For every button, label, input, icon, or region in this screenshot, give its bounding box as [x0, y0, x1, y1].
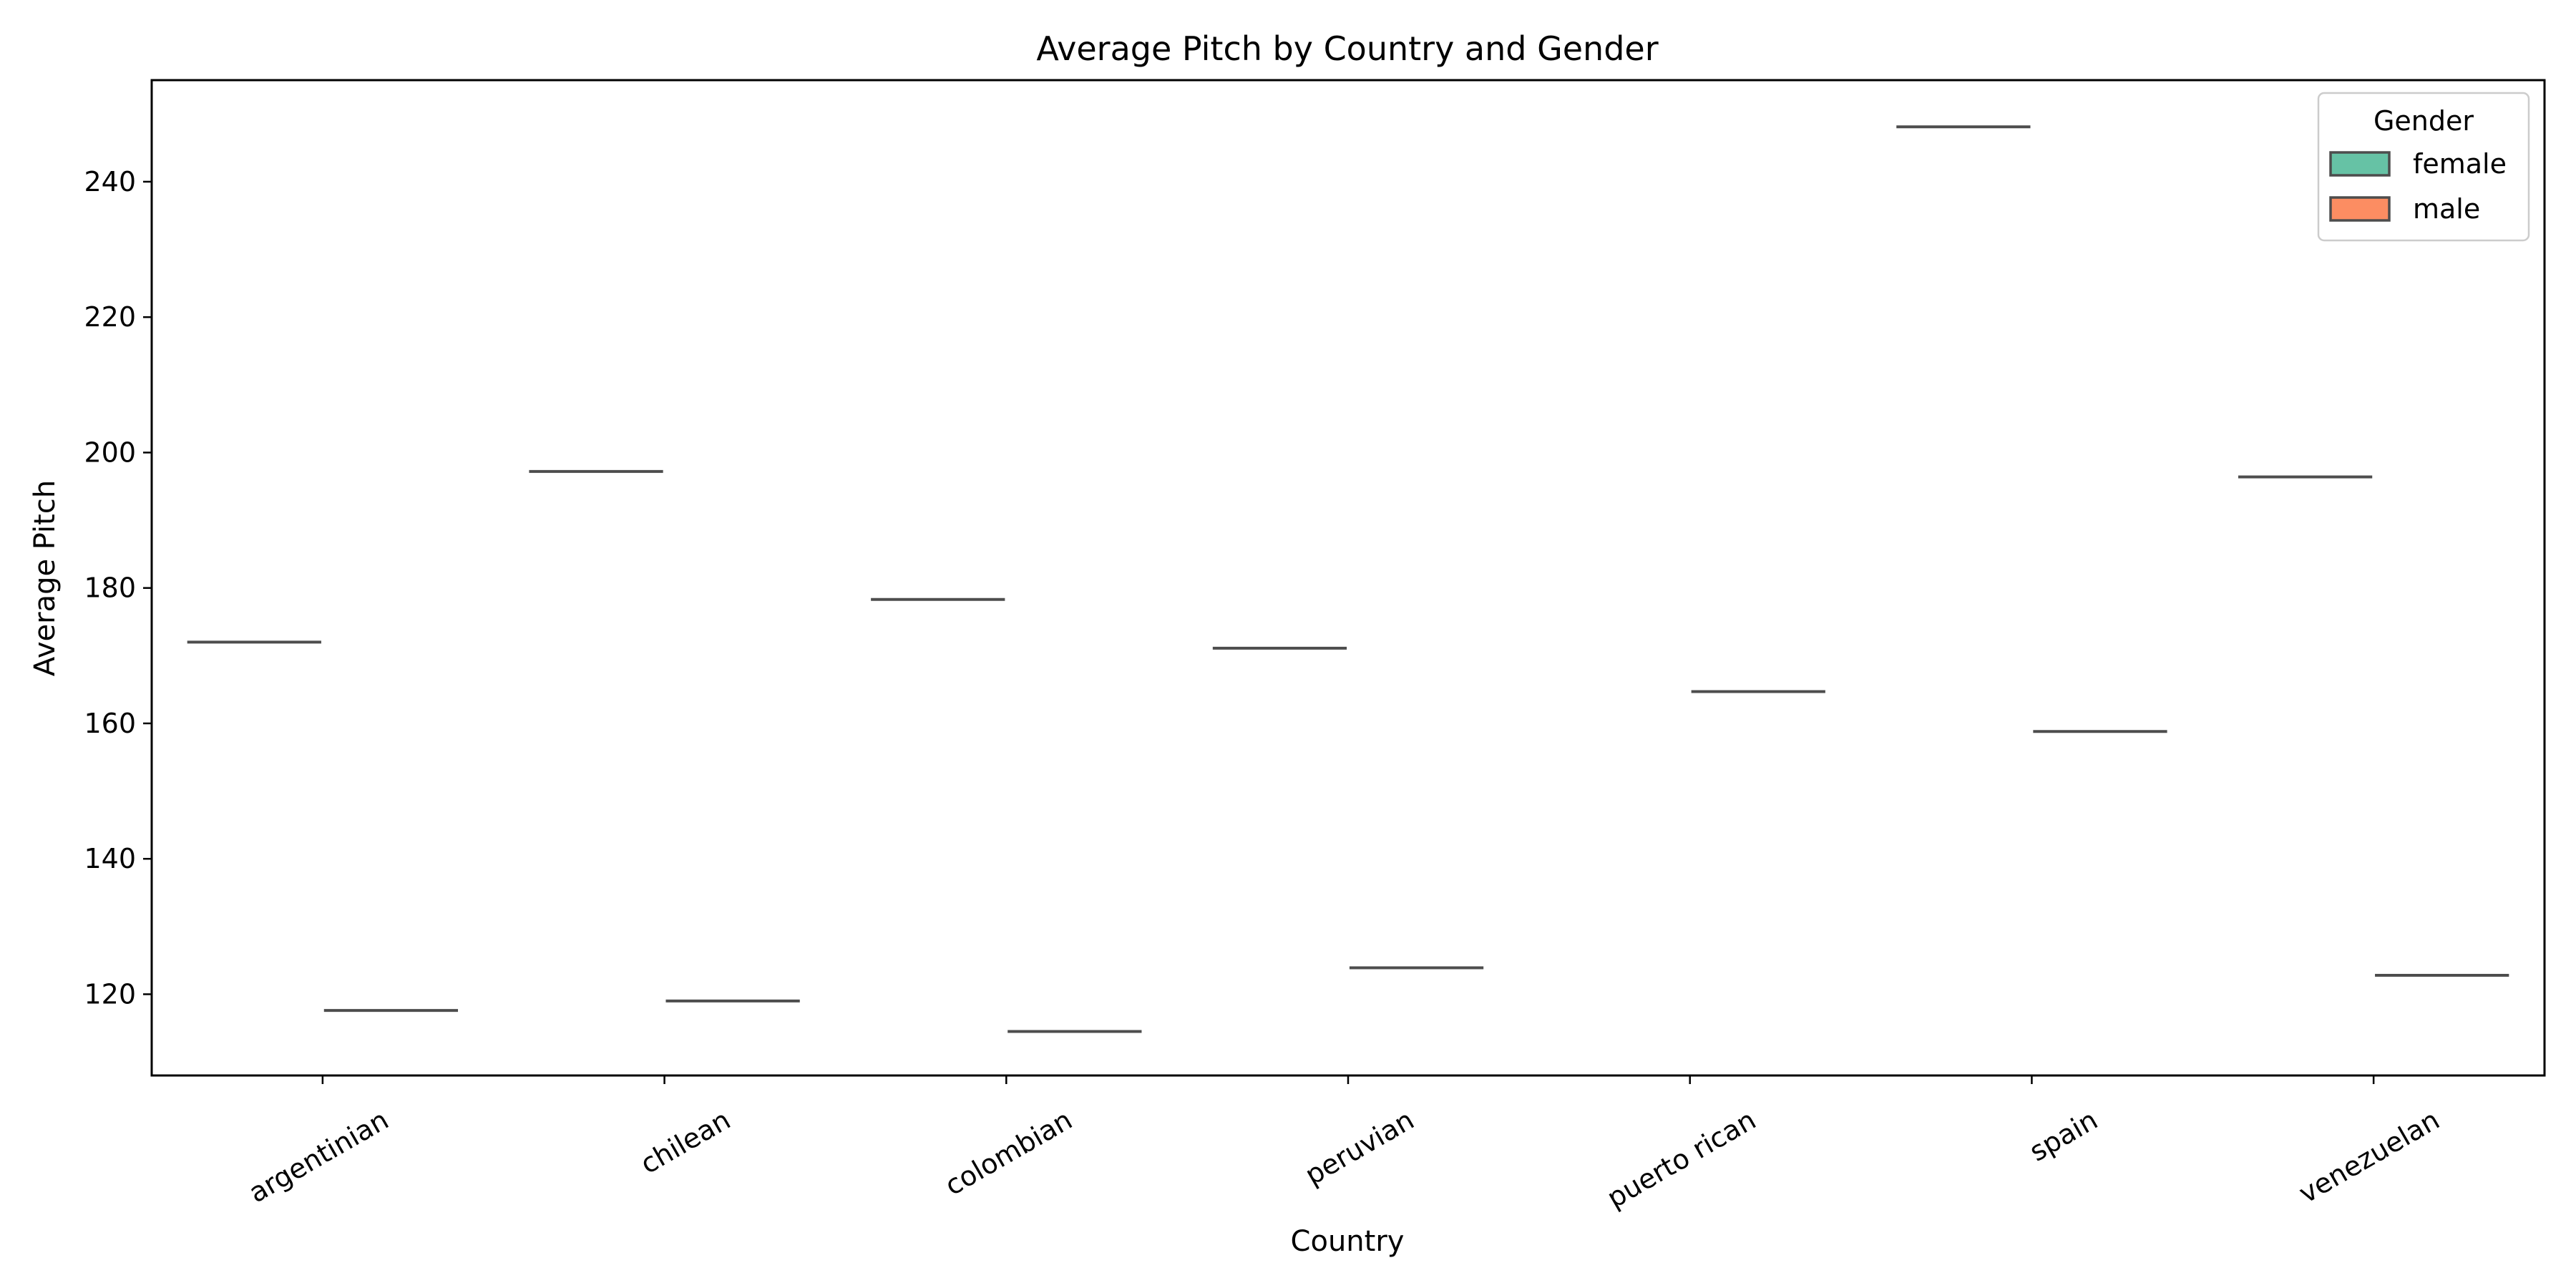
legend-label-male: male	[2413, 193, 2480, 225]
legend-swatch-female	[2329, 151, 2391, 177]
y-tick-label: 200	[84, 436, 136, 468]
y-tick-label: 160	[84, 708, 136, 739]
plot-frame	[150, 79, 2546, 1077]
x-tick-label: spain	[2024, 1104, 2103, 1168]
legend-title: Gender	[2373, 105, 2474, 137]
x-tick-label: chilean	[635, 1104, 736, 1181]
x-tick-label: venezuelan	[2293, 1104, 2444, 1209]
y-tick-label: 140	[84, 843, 136, 874]
legend-swatch-male	[2329, 196, 2391, 222]
plot-area: 120 140 160 180 200 220 240 argentinian chilean c…	[84, 79, 2546, 1214]
legend: Gender female male	[2317, 92, 2530, 242]
x-tick-label: colombian	[940, 1104, 1078, 1202]
x-axis-label: Country	[1291, 1225, 1405, 1258]
y-tick-label: 120	[84, 978, 136, 1010]
y-tick-label: 180	[84, 572, 136, 604]
y-tick-label: 220	[84, 301, 136, 333]
x-tick-label: puerto rican	[1601, 1104, 1761, 1214]
y-tick-label: 240	[84, 166, 136, 197]
x-tick-label: argentinian	[243, 1104, 394, 1209]
legend-label-female: female	[2413, 148, 2507, 180]
y-axis-label: Average Pitch	[29, 480, 62, 676]
chart-title: Average Pitch by Country and Gender	[1036, 29, 1658, 68]
x-tick-label: peruvian	[1299, 1104, 1419, 1191]
